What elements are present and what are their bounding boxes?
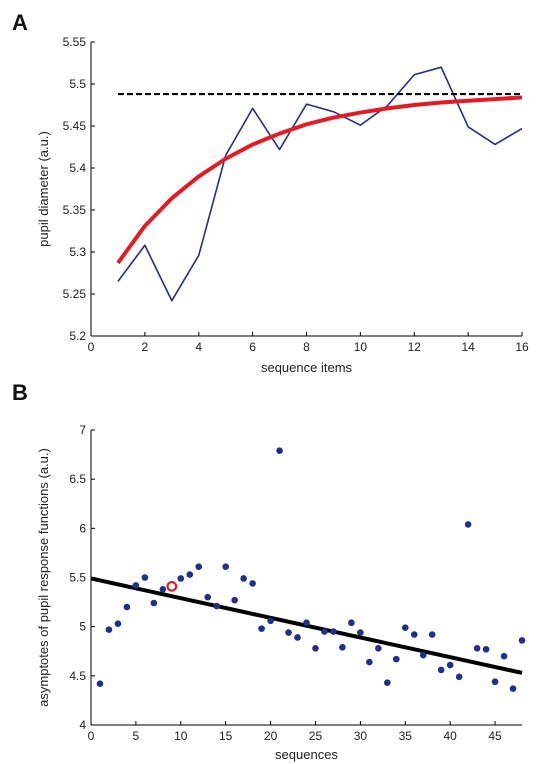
panel-a-letter: A	[12, 10, 28, 35]
data-point	[141, 574, 149, 581]
panel-b-x-tick-label: 35	[399, 729, 413, 743]
panel-a-x-axis-label: sequence items	[261, 360, 353, 375]
data-point	[437, 666, 445, 674]
data-point	[123, 603, 131, 611]
panel-b-axes: 0 5 10 15 20 25 30 35 40 45 4 4.5 5 5.5 6 6.5 7	[69, 423, 522, 743]
panel-b-y-tick-label: 5.5	[69, 571, 86, 585]
panel-a-y-tick-label: 5.45	[63, 119, 87, 133]
data-point	[455, 673, 463, 681]
panel-b-y-tick-label: 6.5	[69, 472, 86, 486]
data-point	[240, 575, 247, 582]
data-point	[231, 596, 238, 604]
panel-a-x-tick-label: 4	[195, 340, 202, 354]
panel-a-y-tick-label: 5.3	[69, 245, 86, 259]
data-point	[500, 652, 508, 660]
data-point	[213, 602, 221, 610]
data-point	[491, 678, 499, 686]
panel-b: B 0 5 10 15 20 25 30 35 40 45 4 4.5 5 5.5 6 6.5 7 sequen…	[12, 380, 526, 762]
panel-a-y-tick-label: 5.25	[63, 287, 87, 301]
panel-b-y-tick-label: 4.5	[69, 669, 86, 683]
panel-a-x-tick-label: 6	[249, 340, 256, 354]
data-point	[258, 625, 265, 632]
panel-b-x-tick-label: 25	[309, 729, 323, 743]
panel-a-x-tick-label: 0	[88, 340, 95, 354]
panel-a-y-tick-label: 5.2	[69, 329, 86, 343]
panel-a-plot-area	[116, 66, 523, 302]
data-point	[518, 637, 526, 644]
data-point	[186, 571, 194, 578]
panel-a-x-tick-label: 10	[354, 340, 368, 354]
observed-pupil-line	[117, 66, 523, 302]
data-point	[446, 661, 454, 669]
data-point	[464, 521, 472, 528]
panel-b-x-tick-label: 40	[443, 729, 457, 743]
panel-b-y-tick-label: 4	[79, 718, 86, 732]
panel-b-letter: B	[12, 380, 28, 405]
panel-b-y-tick-label: 7	[79, 423, 86, 437]
data-point	[294, 634, 301, 641]
data-point	[150, 599, 158, 607]
highlighted-data-point	[166, 580, 178, 592]
data-point	[357, 629, 364, 636]
panel-b-plot-area	[90, 447, 526, 692]
data-point	[509, 685, 517, 692]
data-point	[285, 629, 292, 636]
data-point	[321, 628, 328, 635]
data-point	[177, 575, 185, 582]
data-point	[392, 655, 400, 663]
panel-b-x-tick-label: 0	[88, 729, 95, 743]
panel-b-y-axis-label: asymptotes of pupil response functions (…	[36, 448, 51, 707]
data-point	[366, 658, 373, 666]
panel-a-x-tick-label: 14	[461, 340, 475, 354]
panel-a-axes: 0 2 4 6 8 10 12 14 16 5.2 5.25 5.3 5.35 5.4 5.45 5.5 5.5…	[63, 35, 529, 354]
data-point	[410, 631, 418, 638]
panel-b-x-tick-label: 10	[174, 729, 188, 743]
data-point	[105, 626, 113, 633]
data-point	[303, 619, 310, 627]
data-point	[96, 680, 104, 687]
data-point	[419, 651, 427, 659]
panel-a-y-tick-label: 5.55	[63, 35, 87, 49]
panel-a-y-tick-label: 5.4	[69, 161, 86, 175]
panel-b-x-tick-label: 45	[488, 729, 502, 743]
data-point	[249, 580, 256, 587]
panel-b-y-tick-label: 5	[79, 620, 86, 634]
panel-a-x-tick-label: 2	[142, 340, 149, 354]
panel-a-x-tick-label: 16	[515, 340, 529, 354]
panel-a-x-tick-label: 8	[303, 340, 310, 354]
panel-b-x-tick-label: 5	[133, 729, 140, 743]
panel-b-x-tick-label: 30	[354, 729, 368, 743]
panel-b-y-tick-label: 6	[79, 521, 86, 535]
fitted-curve-line	[116, 95, 523, 265]
panel-a-y-tick-label: 5.5	[69, 77, 86, 91]
data-point	[132, 582, 140, 589]
data-point	[330, 628, 337, 635]
data-point	[482, 645, 490, 653]
panel-a-y-tick-label: 5.35	[63, 203, 87, 217]
panel-a: A 0 2 4 6 8 10 12 14 165.25.255.35.355.45.455.55…	[12, 10, 529, 375]
data-point	[195, 563, 203, 570]
panel-b-x-axis-label: sequences	[275, 747, 338, 762]
data-point	[428, 631, 436, 638]
panel-b-x-tick-label: 20	[264, 729, 278, 743]
data-point	[375, 645, 382, 652]
data-point	[473, 645, 481, 652]
data-point	[114, 620, 122, 628]
data-point	[339, 644, 346, 651]
panel-a-y-axis-label: pupil diameter (a.u.)	[36, 131, 51, 247]
data-point	[159, 586, 167, 593]
data-point	[204, 593, 212, 601]
data-point	[384, 679, 391, 687]
panel-a-x-tick-label: 12	[408, 340, 422, 354]
data-point	[276, 447, 283, 454]
data-point	[312, 645, 319, 652]
data-point	[222, 563, 229, 570]
panel-b-x-tick-label: 15	[219, 729, 233, 743]
data-point	[401, 624, 409, 631]
data-point	[348, 619, 355, 627]
data-point	[267, 617, 274, 625]
